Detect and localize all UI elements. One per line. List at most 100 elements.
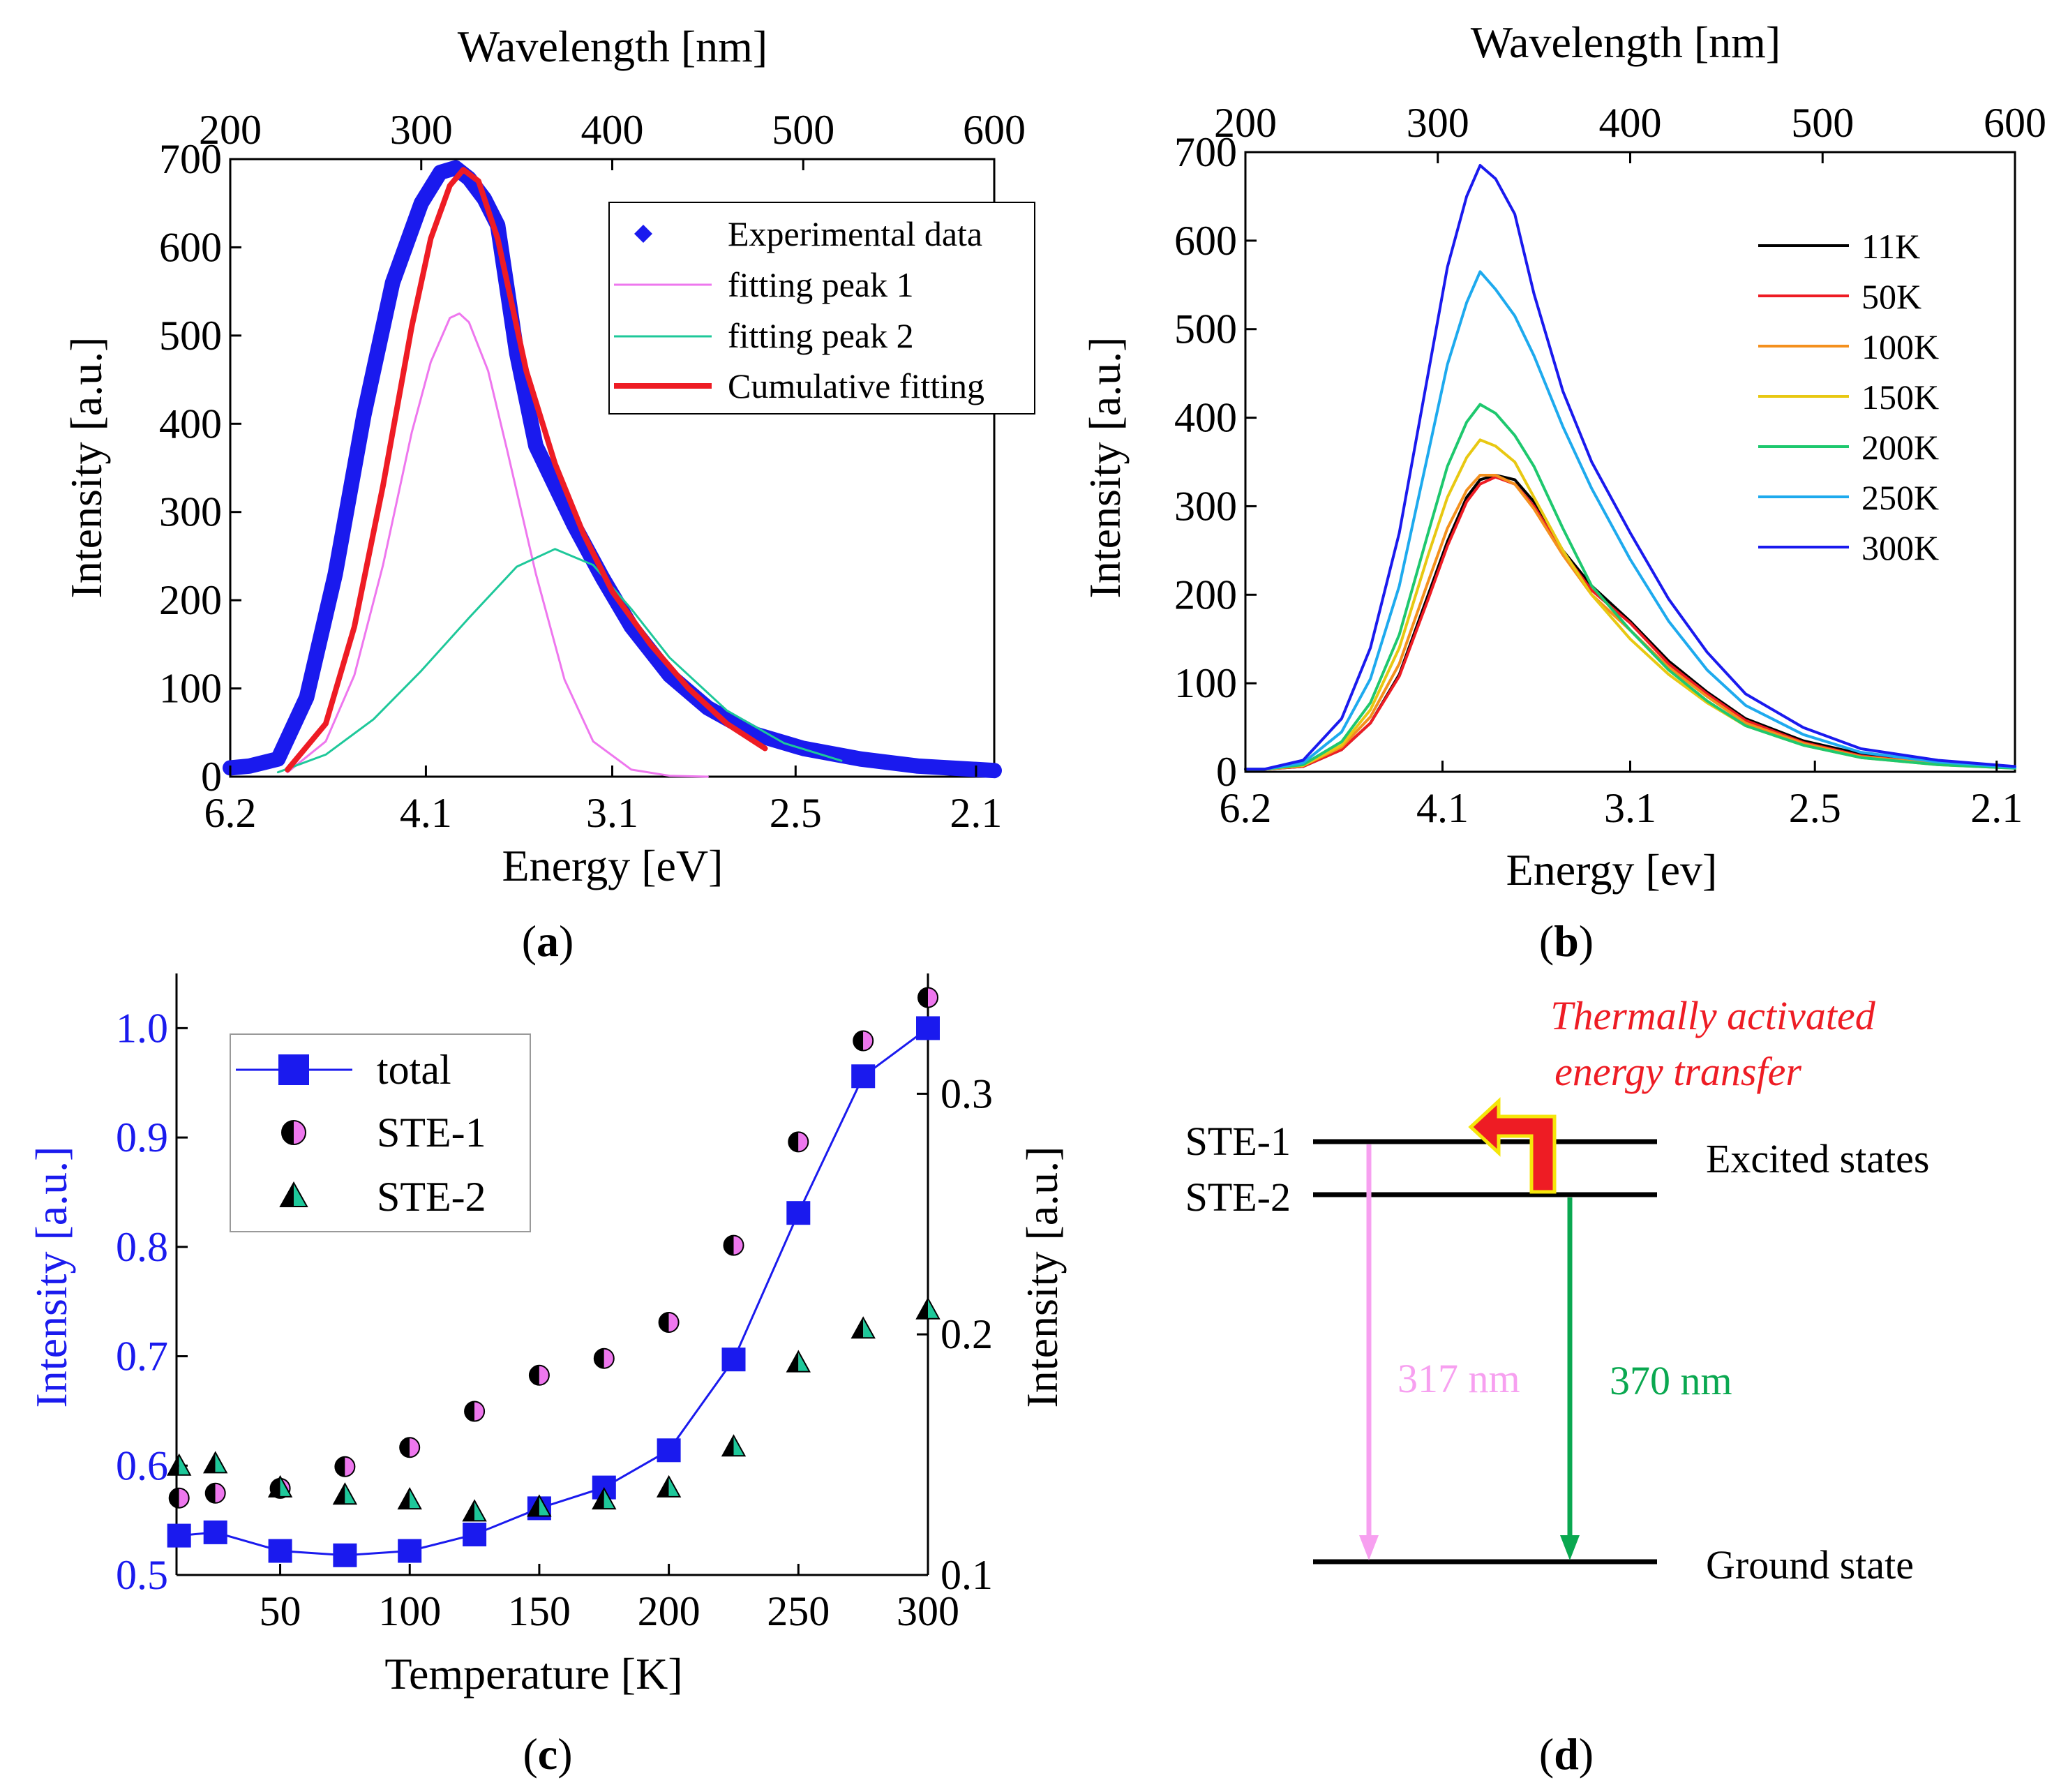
y-tick-label: 200 [1174, 572, 1237, 618]
panel-a-x-ticks: 6.2 4.1 3.1 2.5 2.1 [204, 766, 1002, 836]
emission-arrow-317-head [1359, 1535, 1379, 1560]
legend-label-cumulative: Cumulative fitting [728, 366, 984, 405]
panel-b-legend: 11K 50K 100K 150K 200K 250K 300K [1758, 227, 1939, 567]
panel-b-ylabel: Intensity [a.u.] [1080, 337, 1130, 599]
legend-label-300K: 300K [1861, 528, 1939, 567]
panel-a: 0 100 200 300 400 500 600 700 6.2 4.1 3.1 2.5 2.1 2… [61, 22, 1035, 966]
panel-c-xlabel: Temperature [K] [384, 1649, 682, 1698]
y-tick-label: 600 [1174, 218, 1237, 264]
y-tick-label: 600 [159, 224, 222, 270]
series-fitting-peak-2 [276, 548, 843, 774]
right-y-tick-label: 0.3 [941, 1070, 993, 1117]
y-tick-label: 300 [1174, 483, 1237, 529]
legend-label-ste2: STE-2 [377, 1174, 486, 1220]
panel-a-series [223, 160, 1002, 779]
panel-a-top-xlabel: Wavelength [nm] [458, 22, 767, 71]
point-total [167, 1523, 191, 1548]
panel-b: 0 100 200 300 400 500 600 700 6.2 4.1 3.1 2.5 2.1 2… [1080, 17, 2046, 966]
panel-d: Thermally activated energy transfer STE-… [1185, 993, 1930, 1779]
legend-marker-total [278, 1054, 309, 1085]
x-tick-label: 3.1 [586, 790, 638, 836]
top-x-tick-label: 400 [581, 107, 644, 153]
legend-marker-experimental [634, 225, 652, 243]
y-tick-label: 200 [159, 577, 222, 623]
point-ste-1 [334, 1456, 356, 1477]
point-total [851, 1064, 876, 1089]
x-tick-label: 4.1 [400, 790, 452, 836]
label-ste1: STE-1 [1185, 1119, 1291, 1164]
top-x-tick-label: 600 [1984, 100, 2046, 146]
y-tick-label: 500 [1174, 306, 1237, 352]
point-ste-2 [527, 1494, 552, 1517]
panel-b-y-ticks: 0 100 200 300 400 500 600 700 [1174, 129, 1257, 795]
point-ste-1 [528, 1364, 550, 1386]
panel-a-top-ticks: 200 300 400 500 600 [199, 107, 1026, 170]
x-tick-label: 50 [260, 1588, 301, 1634]
legend-label-50K: 50K [1861, 277, 1921, 316]
panel-c-caption: (c) [523, 1729, 572, 1779]
panel-a-caption: (a) [522, 916, 574, 966]
legend-label-peak2: fitting peak 2 [728, 316, 914, 355]
y-tick-label: 100 [1174, 660, 1237, 706]
y-tick-label: 0.7 [116, 1334, 168, 1380]
label-370nm: 370 nm [1610, 1358, 1732, 1403]
right-y-tick-label: 0.2 [941, 1311, 993, 1357]
point-total [916, 1016, 940, 1040]
x-tick-label: 2.5 [770, 790, 822, 836]
panel-a-ylabel: Intensity [a.u.] [61, 337, 111, 599]
legend-label-250K: 250K [1861, 478, 1939, 517]
point-ste-1 [464, 1401, 486, 1422]
x-tick-label: 2.1 [1970, 785, 2023, 831]
legend-label-total: total [377, 1047, 451, 1093]
top-x-tick-label: 200 [1214, 100, 1277, 146]
panel-b-series [1244, 164, 2016, 771]
top-x-tick-label: 300 [1407, 100, 1469, 146]
point-ste-2 [397, 1487, 422, 1510]
panel-b-xlabel: Energy [ev] [1506, 845, 1718, 895]
right-y-tick-label: 0.1 [941, 1552, 993, 1598]
series-300k [1244, 164, 2016, 771]
panel-a-xlabel: Energy [eV] [502, 841, 724, 890]
panel-d-caption: (d) [1539, 1729, 1594, 1779]
point-ste-2 [332, 1482, 358, 1505]
y-tick-label: 700 [1174, 129, 1237, 175]
point-total [657, 1438, 681, 1463]
panel-c-right-ticks: 0.1 0.2 0.3 [917, 1070, 993, 1598]
y-tick-label: 400 [159, 401, 222, 447]
x-tick-label: 100 [378, 1588, 441, 1634]
point-total [786, 1201, 811, 1225]
panel-b-top-xlabel: Wavelength [nm] [1471, 17, 1781, 67]
y-tick-label: 0.6 [116, 1442, 168, 1488]
y-tick-label: 0 [201, 754, 222, 800]
point-ste-2 [721, 1434, 747, 1457]
point-ste-2 [915, 1297, 941, 1320]
point-ste-2 [851, 1316, 876, 1339]
panel-a-legend-box [608, 202, 1035, 415]
y-tick-label: 0 [1216, 749, 1237, 795]
label-317nm: 317 nm [1398, 1356, 1520, 1401]
legend-marker-ste1 [281, 1120, 306, 1145]
series-cumulative-fitting [285, 167, 768, 772]
x-tick-label: 6.2 [204, 790, 257, 836]
legend-label-200K: 200K [1861, 428, 1939, 467]
point-total [268, 1539, 292, 1563]
top-x-tick-label: 500 [1791, 100, 1854, 146]
x-tick-label: 150 [508, 1588, 571, 1634]
top-x-tick-label: 600 [963, 107, 1026, 153]
point-ste-2 [267, 1474, 293, 1498]
point-total [333, 1543, 357, 1567]
label-excited-states: Excited states [1706, 1136, 1930, 1181]
y-tick-label: 0.8 [116, 1224, 168, 1270]
point-ste-1 [788, 1131, 809, 1153]
x-tick-label: 2.1 [950, 790, 1002, 836]
point-ste-2 [592, 1487, 617, 1510]
point-ste-1 [917, 987, 938, 1008]
point-ste-2 [656, 1474, 682, 1498]
panel-c-legend: total STE-1 STE-2 [230, 1033, 531, 1232]
diagram-title-line1: Thermally activated [1550, 993, 1876, 1038]
y-tick-label: 0.5 [116, 1552, 168, 1598]
legend-label-150K: 150K [1861, 378, 1939, 417]
point-total [721, 1347, 746, 1372]
diagram-title-line2: energy transfer [1554, 1049, 1801, 1094]
